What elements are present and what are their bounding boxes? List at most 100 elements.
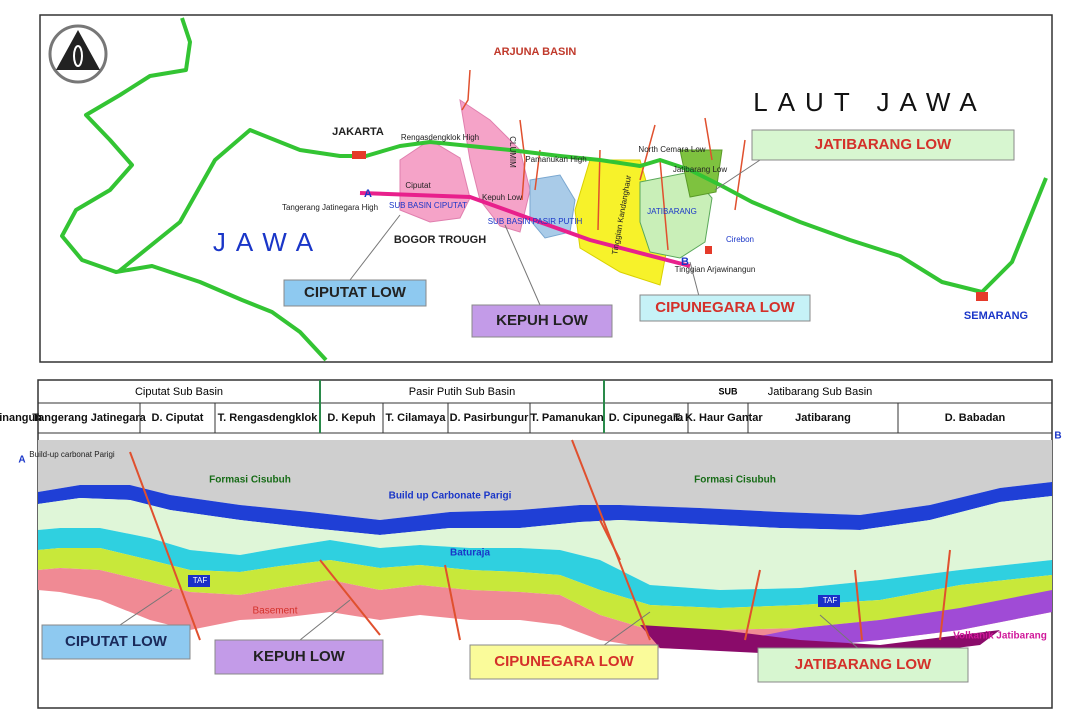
group-header: SUB [718,386,738,396]
map-label: JAKARTA [332,126,384,138]
shape [854,569,863,641]
column-header: Tangerang Jatinegara [32,412,146,424]
section-label: TAF [193,576,208,585]
north-arrow [48,24,108,84]
callout-label: JATIBARANG LOW [815,136,952,153]
map-label: Tangerang Jatinegara High [282,203,378,212]
section-label: A [18,455,25,466]
callout-label: KEPUH LOW [253,648,346,665]
callout-label: CIPUTAT LOW [65,633,168,650]
shape [56,30,100,70]
callout-box [214,639,384,675]
map-label: SUB BASIN CIPUTAT [389,201,467,210]
callout-box [751,129,1015,161]
shape [38,482,1052,535]
shape [704,117,713,161]
callout-label: JATIBARANG LOW [795,656,932,673]
callout-pointers [349,159,761,306]
group-header: Pasir Putih Sub Basin [409,386,515,398]
map-label: Jatibarang Low [673,165,727,174]
shape [939,549,951,641]
shape [744,569,761,641]
shape [597,149,601,231]
shape [129,451,201,641]
callout-label: CIPUTAT LOW [304,284,407,301]
shape [819,614,861,651]
map-label: Cirebon [726,235,754,244]
map-label: Kepuh Low [482,193,522,202]
shape [73,45,83,67]
map-label: LAUT JAWA [753,87,987,117]
shape [534,149,541,191]
section-line [359,191,691,268]
map-label: A [364,188,372,200]
column-header: T. Cilamaya [386,412,447,424]
column-header: D. Ciputat [152,412,204,424]
map-label: Ciputat [405,181,431,190]
map-label: North Cemara Low [638,145,705,154]
shape [504,224,541,306]
shape [734,139,746,211]
shape [459,98,531,233]
section-faults [129,439,951,641]
header-grid [38,380,1052,434]
map-label: B [681,256,689,268]
callout-box [639,294,811,322]
callout-box [283,279,427,307]
shape [599,611,651,649]
shape [689,261,701,301]
column-header: T. Rengasdengklok [218,412,319,424]
shape [38,440,1052,520]
map-label: SUB BASIN PASIR PUTIH [488,217,583,226]
column-header: D. Cipunegara [609,412,684,424]
shape [119,589,173,626]
city-marker [976,292,988,301]
section-label: Volkanik Jatibarang [953,631,1047,642]
group: A B Build-up carbonat Parigi Formasi Cisubu… [18,431,1061,642]
section-label: Baturaja [450,548,490,559]
map-label: ARJUNA BASIN [494,46,577,58]
column-header: T. Pamanukan [530,412,604,424]
group: Ciputat Sub Basin Pasir Putih Sub Basin SU… [0,386,1006,424]
callout-box [757,647,969,683]
shape [740,590,1052,650]
city-marker [705,246,712,254]
shape [38,548,1052,630]
map-label: BOGOR TROUGH [394,234,486,246]
callout-label: CIPUNEGARA LOW [494,653,634,670]
callout-label: KEPUH LOW [496,312,589,329]
map-label: Tinggian Arjawinangun [675,265,756,274]
callout-pointers [119,589,861,651]
map-label: Rengasdengklok High [401,133,479,142]
shape [714,159,761,191]
coastline [60,17,328,362]
shape [639,124,656,181]
faults [461,69,746,251]
coastline [116,128,1048,294]
map-label: SEMARANG [964,310,1028,322]
column-header: Jatibarang [795,412,851,424]
group: CIPUTAT LOW KEPUH LOW CIPUNEGARA LOW JATIBA… [65,633,932,673]
shape [444,564,461,641]
section-label: Formasi Cisubuh [694,475,776,486]
shape [299,599,351,641]
map-label: JAWA [213,227,323,257]
shape [349,214,401,281]
callout-box [469,644,659,680]
group-header: Jatibarang Sub Basin [768,386,873,398]
callout-label: CIPUNEGARA LOW [655,299,795,316]
city-marker [352,151,366,159]
column-header: T. Arjawinangun [0,412,42,424]
group-header: Ciputat Sub Basin [135,386,223,398]
shape [38,528,1052,608]
column-header: D. Babadan [945,412,1006,424]
section-label: B [1054,431,1061,442]
callout-box [471,304,613,338]
map-label: CLUMIM [508,136,517,168]
section-label: Basement [252,606,297,617]
map-label: Pamanukan High [525,155,586,164]
section-label: Formasi Cisubuh [209,475,291,486]
section-label: TAF [823,596,838,605]
shape [461,69,471,111]
